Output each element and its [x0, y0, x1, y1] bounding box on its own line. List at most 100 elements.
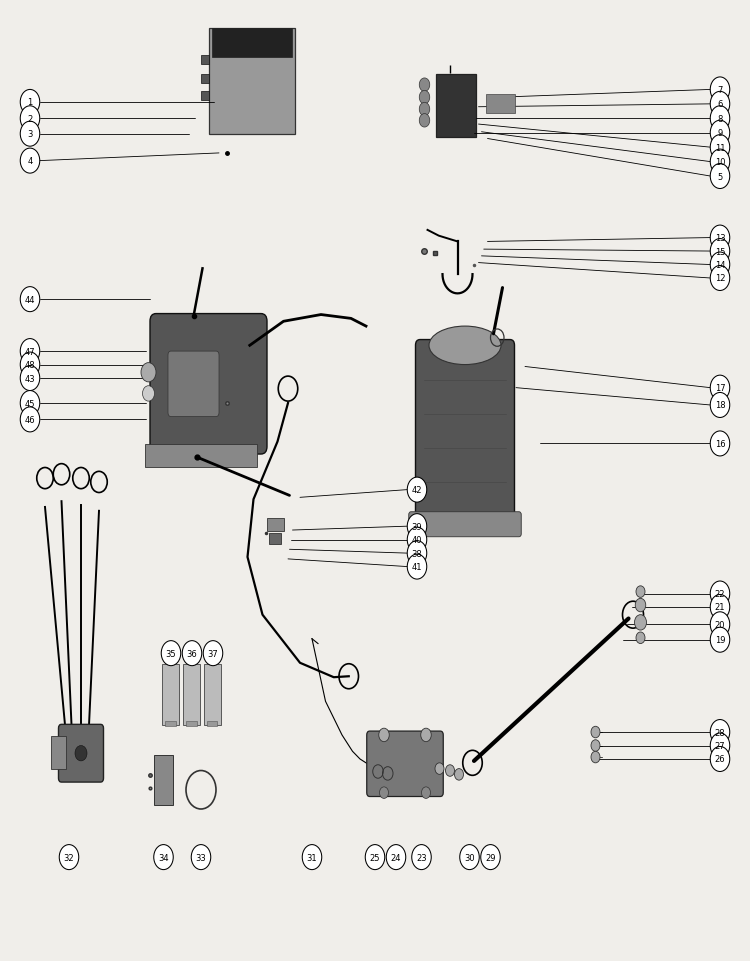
FancyBboxPatch shape — [409, 512, 521, 537]
FancyBboxPatch shape — [201, 75, 208, 85]
Circle shape — [710, 78, 730, 103]
Circle shape — [636, 586, 645, 598]
Circle shape — [20, 339, 40, 364]
Circle shape — [421, 728, 431, 742]
FancyBboxPatch shape — [201, 56, 208, 65]
Circle shape — [710, 376, 730, 401]
Circle shape — [446, 765, 454, 776]
Circle shape — [710, 266, 730, 291]
FancyBboxPatch shape — [211, 29, 292, 58]
Circle shape — [710, 150, 730, 175]
FancyBboxPatch shape — [436, 75, 476, 137]
Circle shape — [591, 740, 600, 752]
FancyBboxPatch shape — [201, 91, 208, 101]
Text: 35: 35 — [166, 649, 176, 658]
Circle shape — [20, 391, 40, 416]
FancyBboxPatch shape — [165, 721, 176, 727]
Circle shape — [407, 554, 427, 579]
Circle shape — [419, 91, 430, 105]
Circle shape — [419, 103, 430, 116]
FancyBboxPatch shape — [168, 352, 219, 417]
Circle shape — [710, 747, 730, 772]
Text: 32: 32 — [64, 852, 74, 862]
Circle shape — [412, 845, 431, 870]
Circle shape — [634, 615, 646, 630]
Circle shape — [435, 763, 444, 775]
Circle shape — [379, 728, 389, 742]
Circle shape — [460, 845, 479, 870]
Circle shape — [302, 845, 322, 870]
FancyBboxPatch shape — [150, 314, 267, 455]
Circle shape — [20, 107, 40, 132]
Text: 13: 13 — [715, 234, 725, 243]
FancyBboxPatch shape — [186, 721, 196, 727]
Circle shape — [154, 845, 173, 870]
FancyBboxPatch shape — [268, 533, 280, 545]
Circle shape — [710, 720, 730, 745]
Circle shape — [407, 478, 427, 503]
Circle shape — [161, 641, 181, 666]
Circle shape — [710, 136, 730, 160]
Circle shape — [407, 528, 427, 553]
Text: 38: 38 — [412, 549, 422, 558]
Circle shape — [20, 122, 40, 147]
Circle shape — [454, 769, 464, 780]
Text: 2: 2 — [27, 114, 33, 124]
Circle shape — [710, 239, 730, 264]
Text: 17: 17 — [715, 383, 725, 393]
Text: 44: 44 — [25, 295, 35, 305]
Circle shape — [20, 353, 40, 378]
Text: 8: 8 — [717, 114, 723, 124]
Circle shape — [710, 393, 730, 418]
Text: 30: 30 — [464, 852, 475, 862]
Text: 21: 21 — [715, 603, 725, 612]
Text: 41: 41 — [412, 562, 422, 572]
FancyBboxPatch shape — [145, 445, 257, 468]
Circle shape — [710, 253, 730, 278]
Circle shape — [386, 845, 406, 870]
Text: 34: 34 — [158, 852, 169, 862]
Text: 18: 18 — [715, 401, 725, 410]
Text: 37: 37 — [208, 649, 218, 658]
Circle shape — [710, 733, 730, 758]
Circle shape — [710, 121, 730, 146]
Circle shape — [203, 641, 223, 666]
FancyBboxPatch shape — [486, 94, 514, 113]
Circle shape — [419, 114, 430, 128]
Circle shape — [75, 746, 87, 761]
Text: 39: 39 — [412, 522, 422, 531]
FancyBboxPatch shape — [51, 736, 66, 769]
Text: 7: 7 — [717, 86, 723, 95]
Circle shape — [636, 632, 645, 644]
Circle shape — [59, 845, 79, 870]
Circle shape — [710, 595, 730, 620]
Circle shape — [710, 612, 730, 637]
FancyBboxPatch shape — [367, 731, 443, 797]
Text: 23: 23 — [416, 852, 427, 862]
Circle shape — [635, 599, 646, 612]
Text: 45: 45 — [25, 399, 35, 408]
Circle shape — [591, 752, 600, 763]
Text: 48: 48 — [25, 360, 35, 370]
Text: 3: 3 — [27, 130, 33, 139]
Circle shape — [710, 226, 730, 251]
Text: 25: 25 — [370, 852, 380, 862]
Circle shape — [365, 845, 385, 870]
Text: 20: 20 — [715, 620, 725, 629]
Circle shape — [191, 845, 211, 870]
Text: 4: 4 — [27, 157, 33, 166]
Text: 22: 22 — [715, 589, 725, 599]
Text: 40: 40 — [412, 535, 422, 545]
Text: 36: 36 — [187, 649, 197, 658]
Text: 19: 19 — [715, 635, 725, 645]
FancyBboxPatch shape — [183, 664, 200, 726]
Circle shape — [710, 107, 730, 132]
Circle shape — [710, 431, 730, 456]
Circle shape — [710, 92, 730, 117]
Circle shape — [20, 366, 40, 391]
Circle shape — [20, 407, 40, 432]
Text: 14: 14 — [715, 260, 725, 270]
Text: 24: 24 — [391, 852, 401, 862]
Circle shape — [710, 164, 730, 189]
Text: 42: 42 — [412, 485, 422, 495]
